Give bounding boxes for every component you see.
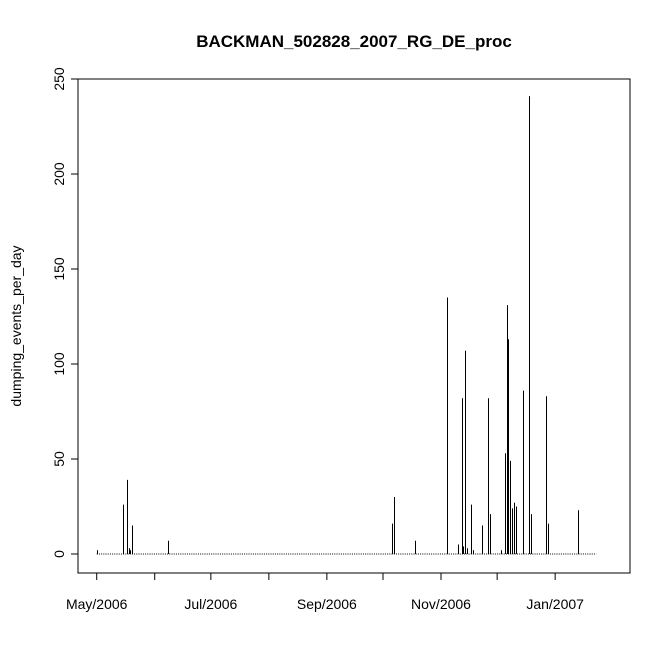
y-tick-label: 150	[51, 257, 67, 281]
chart-title: BACKMAN_502828_2007_RG_DE_proc	[196, 32, 512, 51]
x-tick-label: Jan/2007	[526, 596, 584, 612]
x-axis: May/2006 Jul/2006 Sep/2006 Nov/2006 Jan/2007	[66, 572, 584, 612]
y-tick-label: 0	[51, 550, 67, 558]
y-tick-label: 250	[51, 67, 67, 91]
y-axis-label: dumping_events_per_day	[8, 245, 24, 406]
y-tick-label: 100	[51, 352, 67, 376]
x-tick-label: Jul/2006	[184, 596, 237, 612]
x-tick-label: Sep/2006	[297, 596, 357, 612]
x-tick-label: May/2006	[66, 596, 128, 612]
data-series	[96, 96, 597, 555]
plot-frame	[77, 78, 631, 574]
y-tick-label: 50	[51, 451, 67, 467]
y-axis: 0 50 100 150 200 250	[51, 67, 79, 558]
x-tick-label: Nov/2006	[411, 596, 471, 612]
y-tick-label: 200	[51, 162, 67, 186]
